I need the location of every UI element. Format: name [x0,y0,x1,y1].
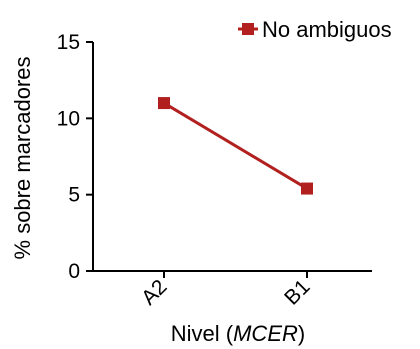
legend-marker [242,23,254,35]
x-axis-label-suffix: ) [298,321,305,346]
legend: No ambiguos [238,17,392,42]
y-tick-label: 15 [57,31,80,54]
series-layer [158,97,313,195]
series-line [163,101,308,190]
x-axis-label-prefix: Nivel ( [171,321,234,346]
y-tick-label: 5 [68,184,80,207]
x-axis-label: Nivel (MCER) [171,321,305,346]
y-tick-label: 10 [57,107,80,130]
y-ticks: 0 5 10 15 [57,31,93,283]
data-point-b1 [301,182,313,195]
x-tick-label: A2 [137,275,171,309]
y-tick-label: 0 [68,260,80,283]
x-axis-label-italic: MCER [233,321,298,346]
legend-label: No ambiguos [262,17,392,42]
x-tick-label: B1 [280,275,314,309]
data-point-a2 [158,97,170,110]
y-axis-label: % sobre marcadores [10,57,35,260]
x-ticks: A2 B1 [137,271,315,310]
